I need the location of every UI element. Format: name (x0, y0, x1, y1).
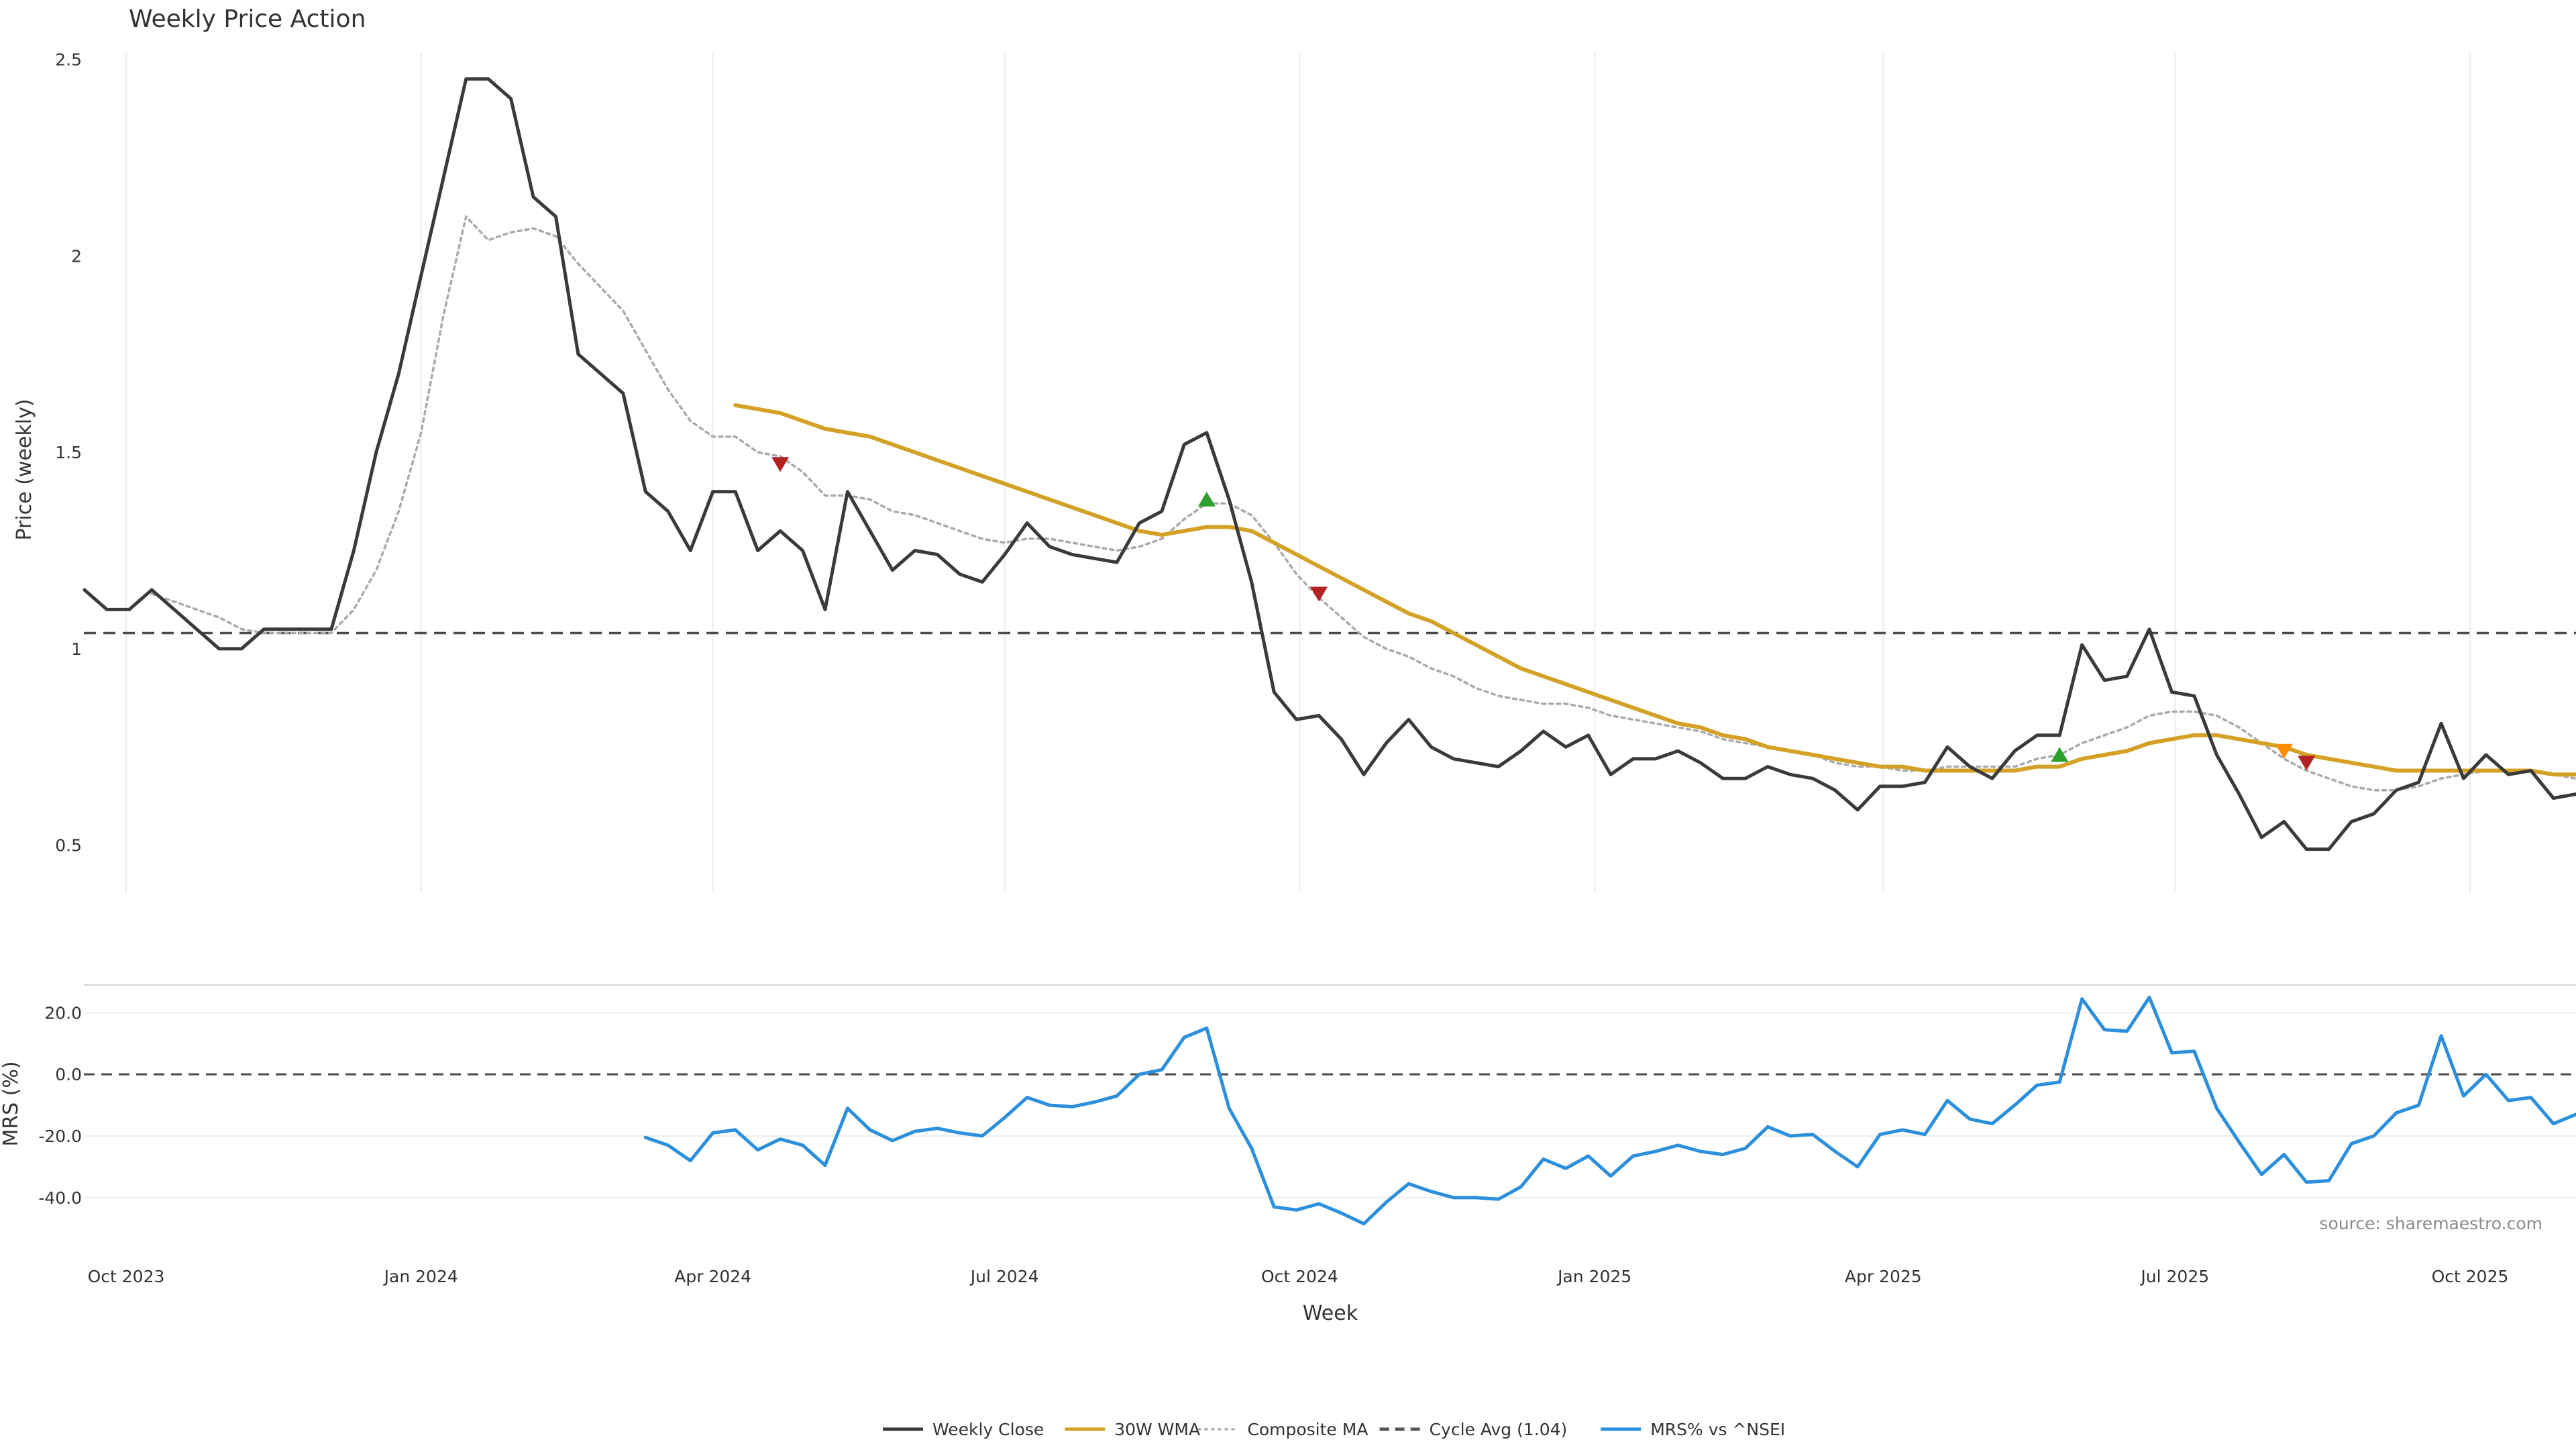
x-tick-1: Jan 2024 (383, 1267, 458, 1286)
price-grid (125, 52, 2471, 892)
signal-marker-2 (1310, 586, 1328, 602)
signal-marker-0 (771, 457, 790, 472)
series-line-weekly-close (83, 77, 2576, 851)
x-tick-4: Oct 2024 (1261, 1267, 1338, 1286)
source-note: source: sharemaestro.com (2320, 1214, 2543, 1233)
signal-marker-1 (1197, 491, 1216, 507)
x-tick-5: Jan 2025 (1556, 1267, 1631, 1286)
mrs-y-tick-2: -20.0 (38, 1127, 82, 1146)
y-tick-labels: 0.5 1 1.5 2 2.5 20.0 0.0 -20.0 -40.0 (38, 50, 82, 1208)
legend-label-4: MRS% vs ^NSEI (1650, 1420, 1785, 1439)
mrs-y-tick-1: 0.0 (55, 1065, 82, 1084)
series-line-mrs-vs-nsei (643, 995, 2576, 1226)
mrs-y-tick-3: -40.0 (38, 1188, 82, 1208)
legend-label-0: Weekly Close (932, 1420, 1044, 1439)
chart-title: Weekly Price Action (129, 5, 366, 33)
series-line-30w-wma (733, 403, 2576, 777)
x-axis-label: Week (1303, 1302, 1358, 1325)
mrs-y-tick-0: 20.0 (44, 1003, 82, 1023)
mrs-y-axis-label: MRS (%) (0, 1061, 23, 1146)
legend: Weekly Close 30W WMA Composite MA Cycle Avg… (883, 1420, 1785, 1439)
x-tick-0: Oct 2023 (88, 1267, 165, 1286)
price-y-axis-label: Price (weekly) (13, 399, 36, 540)
price-y-tick-0: 0.5 (55, 836, 82, 855)
legend-label-1: 30W WMA (1114, 1420, 1200, 1439)
x-tick-labels: Oct 2023 Jan 2024 Apr 2024 Jul 2024 Oct 2024… (88, 1267, 2509, 1286)
x-tick-6: Apr 2025 (1845, 1267, 1922, 1286)
mrs-grid (84, 984, 2576, 1198)
signal-marker-5 (2298, 756, 2316, 771)
signal-marker-4 (2275, 743, 2293, 759)
price-y-tick-3: 2 (71, 246, 82, 266)
price-y-tick-1: 1 (71, 639, 82, 659)
reference-lines (84, 631, 2576, 1076)
x-tick-7: Jul 2025 (2139, 1267, 2209, 1286)
x-tick-3: Jul 2024 (969, 1267, 1039, 1286)
series-line-composite-ma (150, 215, 2576, 792)
signal-markers (771, 457, 2316, 771)
price-y-tick-4: 2.5 (55, 50, 82, 70)
price-series-group (83, 77, 2576, 851)
legend-label-2: Composite MA (1247, 1420, 1368, 1439)
mrs-series-group (643, 995, 2576, 1226)
x-tick-2: Apr 2024 (674, 1267, 751, 1286)
x-tick-8: Oct 2025 (2432, 1267, 2509, 1286)
price-y-tick-2: 1.5 (55, 443, 82, 462)
signal-marker-3 (2051, 747, 2069, 762)
legend-label-3: Cycle Avg (1.04) (1430, 1420, 1568, 1439)
